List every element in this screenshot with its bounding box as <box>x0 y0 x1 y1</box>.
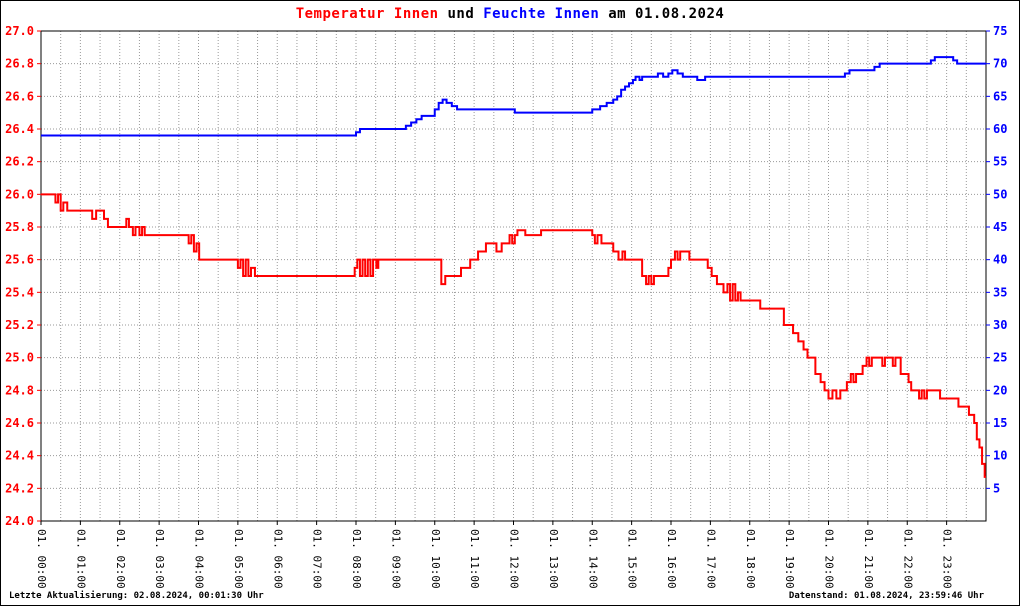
footer-data-timestamp: Datenstand: 01.08.2024, 23:59:46 Uhr <box>788 591 984 601</box>
svg-text:25.0: 25.0 <box>5 351 34 365</box>
svg-text:01. 02:00: 01. 02:00 <box>114 529 127 589</box>
svg-text:01. 19:00: 01. 19:00 <box>783 529 796 589</box>
svg-text:65: 65 <box>993 89 1007 103</box>
svg-text:24.4: 24.4 <box>5 449 34 463</box>
temperature-line <box>41 193 986 478</box>
svg-text:24.6: 24.6 <box>5 416 34 430</box>
svg-text:01. 09:00: 01. 09:00 <box>389 529 402 589</box>
svg-text:01. 22:00: 01. 22:00 <box>901 529 914 589</box>
svg-text:01. 05:00: 01. 05:00 <box>232 529 245 589</box>
svg-text:26.2: 26.2 <box>5 155 34 169</box>
svg-text:26.0: 26.0 <box>5 187 34 201</box>
svg-text:01. 13:00: 01. 13:00 <box>547 529 560 589</box>
svg-text:26.8: 26.8 <box>5 57 34 71</box>
title-connector: und <box>447 6 475 22</box>
svg-text:75: 75 <box>993 24 1007 38</box>
humidity-line <box>41 56 986 137</box>
svg-text:01. 17:00: 01. 17:00 <box>704 529 717 589</box>
svg-text:01. 20:00: 01. 20:00 <box>823 529 836 589</box>
svg-text:5: 5 <box>993 481 1000 495</box>
title-date-label: am 01.08.2024 <box>608 6 725 22</box>
svg-text:45: 45 <box>993 220 1007 234</box>
svg-text:01. 00:00: 01. 00:00 <box>35 529 48 589</box>
svg-text:40: 40 <box>993 253 1007 267</box>
svg-text:25.2: 25.2 <box>5 318 34 332</box>
svg-text:26.6: 26.6 <box>5 89 34 103</box>
svg-text:26.4: 26.4 <box>5 122 34 136</box>
svg-text:25.4: 25.4 <box>5 285 34 299</box>
svg-text:55: 55 <box>993 155 1007 169</box>
svg-text:20: 20 <box>993 383 1007 397</box>
svg-text:01. 15:00: 01. 15:00 <box>626 529 639 589</box>
svg-text:30: 30 <box>993 318 1007 332</box>
svg-text:01. 11:00: 01. 11:00 <box>468 529 481 589</box>
svg-text:25.8: 25.8 <box>5 220 34 234</box>
svg-text:60: 60 <box>993 122 1007 136</box>
svg-text:70: 70 <box>993 57 1007 71</box>
svg-text:01. 18:00: 01. 18:00 <box>744 529 757 589</box>
svg-text:10: 10 <box>993 449 1007 463</box>
footer-last-update: Letzte Aktualisierung: 02.08.2024, 00:01… <box>9 591 264 601</box>
svg-text:15: 15 <box>993 416 1007 430</box>
svg-text:01. 07:00: 01. 07:00 <box>311 529 324 589</box>
svg-text:01. 16:00: 01. 16:00 <box>665 529 678 589</box>
svg-text:24.8: 24.8 <box>5 383 34 397</box>
svg-text:01. 03:00: 01. 03:00 <box>153 529 166 589</box>
svg-text:24.0: 24.0 <box>5 514 34 528</box>
svg-text:01. 06:00: 01. 06:00 <box>271 529 284 589</box>
svg-text:01. 23:00: 01. 23:00 <box>941 529 954 589</box>
svg-text:35: 35 <box>993 285 1007 299</box>
title-temperature-label: Temperatur Innen <box>295 6 439 22</box>
svg-text:25.6: 25.6 <box>5 253 34 267</box>
svg-text:01. 12:00: 01. 12:00 <box>508 529 521 589</box>
chart-title: Temperatur Innen und Feuchte Innen am 01… <box>1 6 1019 22</box>
svg-text:25: 25 <box>993 351 1007 365</box>
svg-text:01. 01:00: 01. 01:00 <box>74 529 87 589</box>
svg-text:01. 14:00: 01. 14:00 <box>586 529 599 589</box>
svg-text:24.2: 24.2 <box>5 481 34 495</box>
title-humidity-label: Feuchte Innen <box>483 6 600 22</box>
svg-text:01. 10:00: 01. 10:00 <box>429 529 442 589</box>
svg-text:01. 21:00: 01. 21:00 <box>862 529 875 589</box>
svg-text:01. 08:00: 01. 08:00 <box>350 529 363 589</box>
svg-text:50: 50 <box>993 187 1007 201</box>
svg-text:01. 04:00: 01. 04:00 <box>193 529 206 589</box>
svg-text:27.0: 27.0 <box>5 24 34 38</box>
